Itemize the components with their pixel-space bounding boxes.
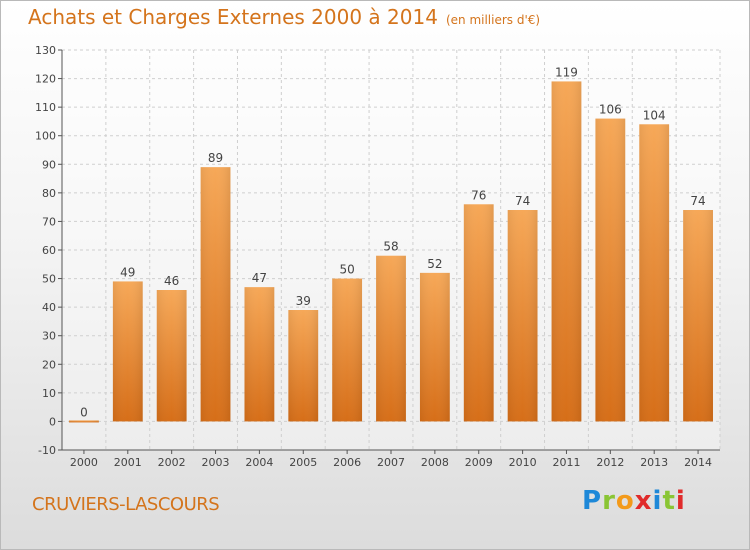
value-label-2010: 74 <box>515 194 530 208</box>
bar-shade-2007 <box>376 255 406 422</box>
value-label-2012: 106 <box>599 103 622 117</box>
y-tick-label: 100 <box>35 130 56 143</box>
bar-shade-2000 <box>69 420 99 423</box>
value-label-2014: 74 <box>690 194 705 208</box>
y-tick-label: 130 <box>35 44 56 57</box>
y-tick-label: 30 <box>42 330 56 343</box>
y-tick-label: 40 <box>42 301 56 314</box>
value-label-2003: 89 <box>208 151 223 165</box>
bar-shade-2009 <box>463 204 494 422</box>
y-tick-label: 90 <box>42 158 56 171</box>
town-name: CRUVIERS-LASCOURS <box>32 494 220 515</box>
bar-shade-2014 <box>683 210 713 422</box>
bar-shade-2002 <box>156 290 187 422</box>
bar-shade-2005 <box>288 310 319 422</box>
y-tick-label: 10 <box>42 387 56 400</box>
x-tick-label-2014: 2014 <box>684 456 712 469</box>
proxiti-logo[interactable]: Proxiti <box>582 486 686 516</box>
y-tick-label: 80 <box>42 187 56 200</box>
x-tick-label-2007: 2007 <box>377 456 405 469</box>
value-label-2013: 104 <box>643 108 666 122</box>
axes: -10 0 10 20 30 40 50 60 70 80 90 100 110 120 130 2000 20… <box>35 44 720 469</box>
y-tick-label: 20 <box>42 358 56 371</box>
x-tick-label-2009: 2009 <box>465 456 493 469</box>
chart-subtitle: (en milliers d'€) <box>445 13 541 27</box>
x-tick-label-2000: 2000 <box>70 456 98 469</box>
x-tick-label-2006: 2006 <box>333 456 361 469</box>
x-tick-label-2013: 2013 <box>640 456 668 469</box>
value-label-2001: 49 <box>120 265 135 279</box>
value-label-2011: 119 <box>555 65 578 79</box>
bar-shade-2008 <box>419 272 450 422</box>
data-labels: 0 49 46 89 47 39 50 58 52 76 74 119 106 104 74 <box>80 65 706 419</box>
x-tick-label-2002: 2002 <box>158 456 186 469</box>
x-tick-label-2011: 2011 <box>552 456 580 469</box>
value-label-2008: 52 <box>427 257 442 271</box>
y-tick-label: 50 <box>42 273 56 286</box>
value-label-2002: 46 <box>164 274 179 288</box>
value-label-2004: 47 <box>252 271 267 285</box>
bar-shade-2003 <box>200 167 231 422</box>
bar-shade-2004 <box>244 287 275 422</box>
value-label-2007: 58 <box>383 240 398 254</box>
y-tick-label: -10 <box>38 444 56 457</box>
x-tick-label-2010: 2010 <box>509 456 537 469</box>
bar-shade-2006 <box>332 278 363 422</box>
chart-title: Achats et Charges Externes 2000 à 2014 (e… <box>28 5 540 29</box>
x-tick-label-2005: 2005 <box>289 456 317 469</box>
value-label-2005: 39 <box>296 294 311 308</box>
value-label-2000: 0 <box>80 405 88 419</box>
value-label-2009: 76 <box>471 188 486 202</box>
bar-shade-2011 <box>551 81 582 422</box>
y-tick-label: 0 <box>49 415 56 428</box>
y-tick-label: 70 <box>42 215 56 228</box>
x-tick-label-2004: 2004 <box>245 456 273 469</box>
y-tick-label: 60 <box>42 244 56 257</box>
x-tick-label-2008: 2008 <box>421 456 449 469</box>
bar-shade-2012 <box>595 118 626 422</box>
y-tick-label: 120 <box>35 73 56 86</box>
x-tick-label-2001: 2001 <box>114 456 142 469</box>
bars <box>69 81 713 423</box>
chart-title-text: Achats et Charges Externes 2000 à 2014 <box>28 5 438 29</box>
x-tick-label-2003: 2003 <box>202 456 230 469</box>
x-tick-label-2012: 2012 <box>596 456 624 469</box>
bar-shade-2013 <box>639 124 670 422</box>
value-label-2006: 50 <box>339 263 354 277</box>
y-tick-label: 110 <box>35 101 56 114</box>
bar-shade-2010 <box>507 210 538 422</box>
bar-shade-2001 <box>112 281 143 422</box>
